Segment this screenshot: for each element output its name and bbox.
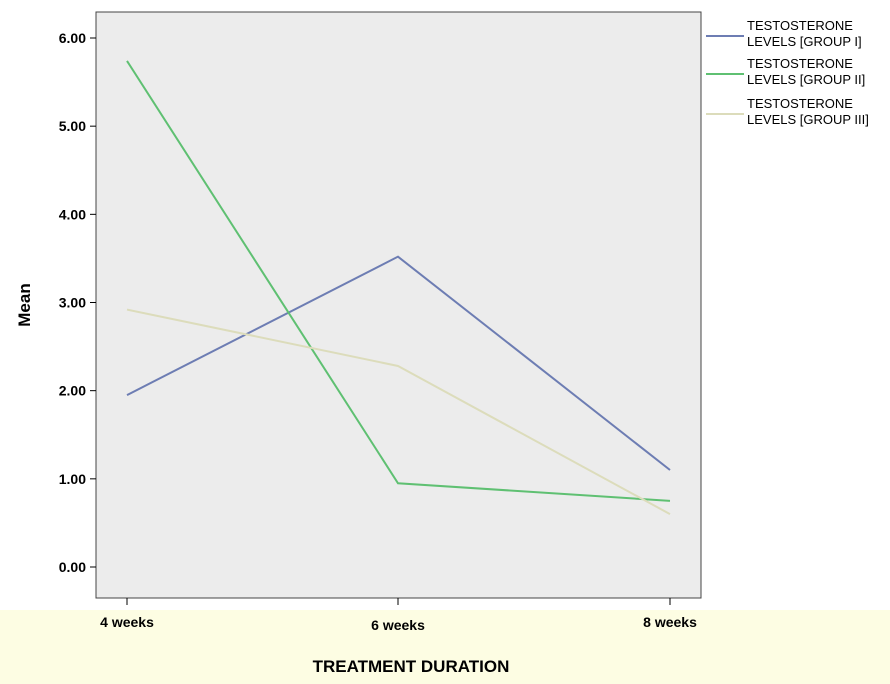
x-axis-band xyxy=(0,610,890,684)
y-tick-label: 4.00 xyxy=(59,206,86,222)
x-axis-title: TREATMENT DURATION xyxy=(313,657,510,676)
y-tick-label: 6.00 xyxy=(59,30,86,46)
x-axis: 4 weeks 6 weeks 8 weeks xyxy=(100,598,697,633)
legend-label: TESTOSTERONE xyxy=(747,56,853,71)
legend-label: LEVELS [GROUP III] xyxy=(747,112,869,127)
y-axis-title: Mean xyxy=(15,283,34,326)
y-tick-label: 5.00 xyxy=(59,118,86,134)
y-axis: 0.00 1.00 2.00 3.00 4.00 5.00 6.00 xyxy=(59,30,96,575)
plot-area xyxy=(95,11,702,599)
y-tick-label: 0.00 xyxy=(59,559,86,575)
legend-label: LEVELS [GROUP I] xyxy=(747,34,862,49)
legend-label: TESTOSTERONE xyxy=(747,18,853,33)
y-tick-label: 2.00 xyxy=(59,383,86,399)
y-tick-label: 1.00 xyxy=(59,471,86,487)
x-tick-label: 8 weeks xyxy=(643,614,697,630)
legend-label: LEVELS [GROUP II] xyxy=(747,72,865,87)
legend-label: TESTOSTERONE xyxy=(747,96,853,111)
series-line-group-2 xyxy=(126,60,671,502)
y-tick-label: 3.00 xyxy=(59,295,86,311)
series-line-group-3 xyxy=(126,308,671,515)
series-lines xyxy=(126,60,671,515)
x-tick-label: 6 weeks xyxy=(371,617,425,633)
x-tick-label: 4 weeks xyxy=(100,614,154,630)
series-line-group-1 xyxy=(126,255,671,471)
